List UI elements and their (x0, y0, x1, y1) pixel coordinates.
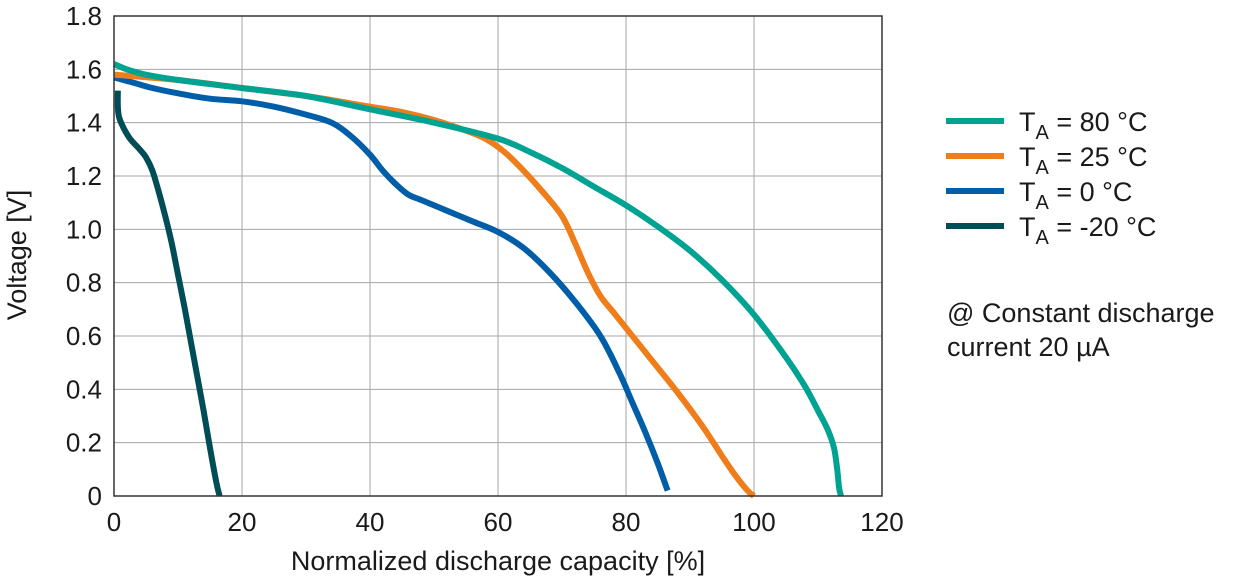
annotation-note-line-2: current 20 µA (947, 332, 1110, 362)
legend-label-0: TA = 80 °C (1019, 107, 1147, 144)
y-tick-label: 0 (88, 481, 102, 511)
legend: TA = 80 °CTA = 25 °CTA = 0 °CTA = -20 °C (946, 107, 1156, 249)
legend-label-2: TA = 0 °C (1019, 177, 1132, 214)
annotation-note-line-1: @ Constant discharge (947, 298, 1215, 328)
x-tick-label: 100 (732, 507, 775, 537)
x-axis-label: Normalized discharge capacity [%] (291, 546, 705, 576)
plot-frame (113, 15, 883, 497)
x-tick-label: 80 (612, 507, 641, 537)
y-tick-label: 1.6 (66, 54, 102, 84)
legend-label-3: TA = -20 °C (1019, 212, 1156, 249)
x-tick-label: 20 (228, 507, 257, 537)
y-tick-label: 0.4 (66, 374, 102, 404)
y-tick-label: 1.0 (66, 214, 102, 244)
legend-label-1: TA = 25 °C (1019, 142, 1147, 179)
y-axis-label: Voltage [V] (2, 190, 32, 321)
series-line-3 (114, 90, 223, 497)
x-tick-label: 60 (484, 507, 513, 537)
x-tick-label: 0 (107, 507, 121, 537)
y-tick-label: 0.6 (66, 321, 102, 351)
y-tick-label: 0.8 (66, 268, 102, 298)
tick-labels: 0 20 40 60 80 100 120 0 0.2 0.4 0.6 0.8 1.0 1.2 1.4 1.6… (66, 1, 904, 537)
x-tick-label: 40 (356, 507, 385, 537)
y-tick-label: 1.8 (66, 1, 102, 31)
series-layer (112, 61, 844, 499)
y-tick-label: 1.4 (66, 108, 102, 138)
x-tick-label: 120 (860, 507, 903, 537)
series-line-2 (113, 74, 671, 492)
y-tick-label: 1.2 (66, 161, 102, 191)
y-tick-label: 0.2 (66, 428, 102, 458)
series-line-0 (112, 61, 844, 497)
